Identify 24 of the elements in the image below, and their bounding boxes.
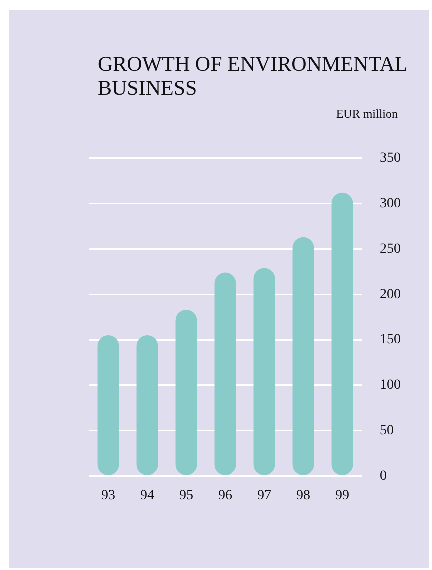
bar xyxy=(98,335,120,476)
bar xyxy=(176,310,198,476)
x-tick-label: 96 xyxy=(218,488,232,504)
bar xyxy=(332,192,354,476)
y-tick-label: 350 xyxy=(380,151,401,166)
y-axis-title: EUR million xyxy=(336,107,398,122)
bar xyxy=(136,335,158,476)
x-tick-label: 98 xyxy=(296,488,310,504)
bar xyxy=(254,268,276,476)
x-tick-label: 93 xyxy=(102,488,116,504)
y-tick-label: 150 xyxy=(380,332,401,348)
y-tick-label: 300 xyxy=(380,196,401,212)
x-tick-label: 94 xyxy=(140,488,154,504)
y-tick-label: 250 xyxy=(380,242,401,257)
bar xyxy=(292,237,314,476)
chart-title: GROWTH OF ENVIRONMENTAL BUSINESS xyxy=(98,52,408,100)
bar xyxy=(214,272,236,476)
y-tick-label: 100 xyxy=(380,378,401,394)
x-tick-label: 99 xyxy=(336,488,350,504)
y-tick-label: 0 xyxy=(380,468,387,484)
y-tick-label: 200 xyxy=(380,287,401,302)
x-tick-label: 95 xyxy=(180,488,194,504)
y-tick-label: 50 xyxy=(380,423,394,438)
x-tick-label: 97 xyxy=(258,488,272,504)
